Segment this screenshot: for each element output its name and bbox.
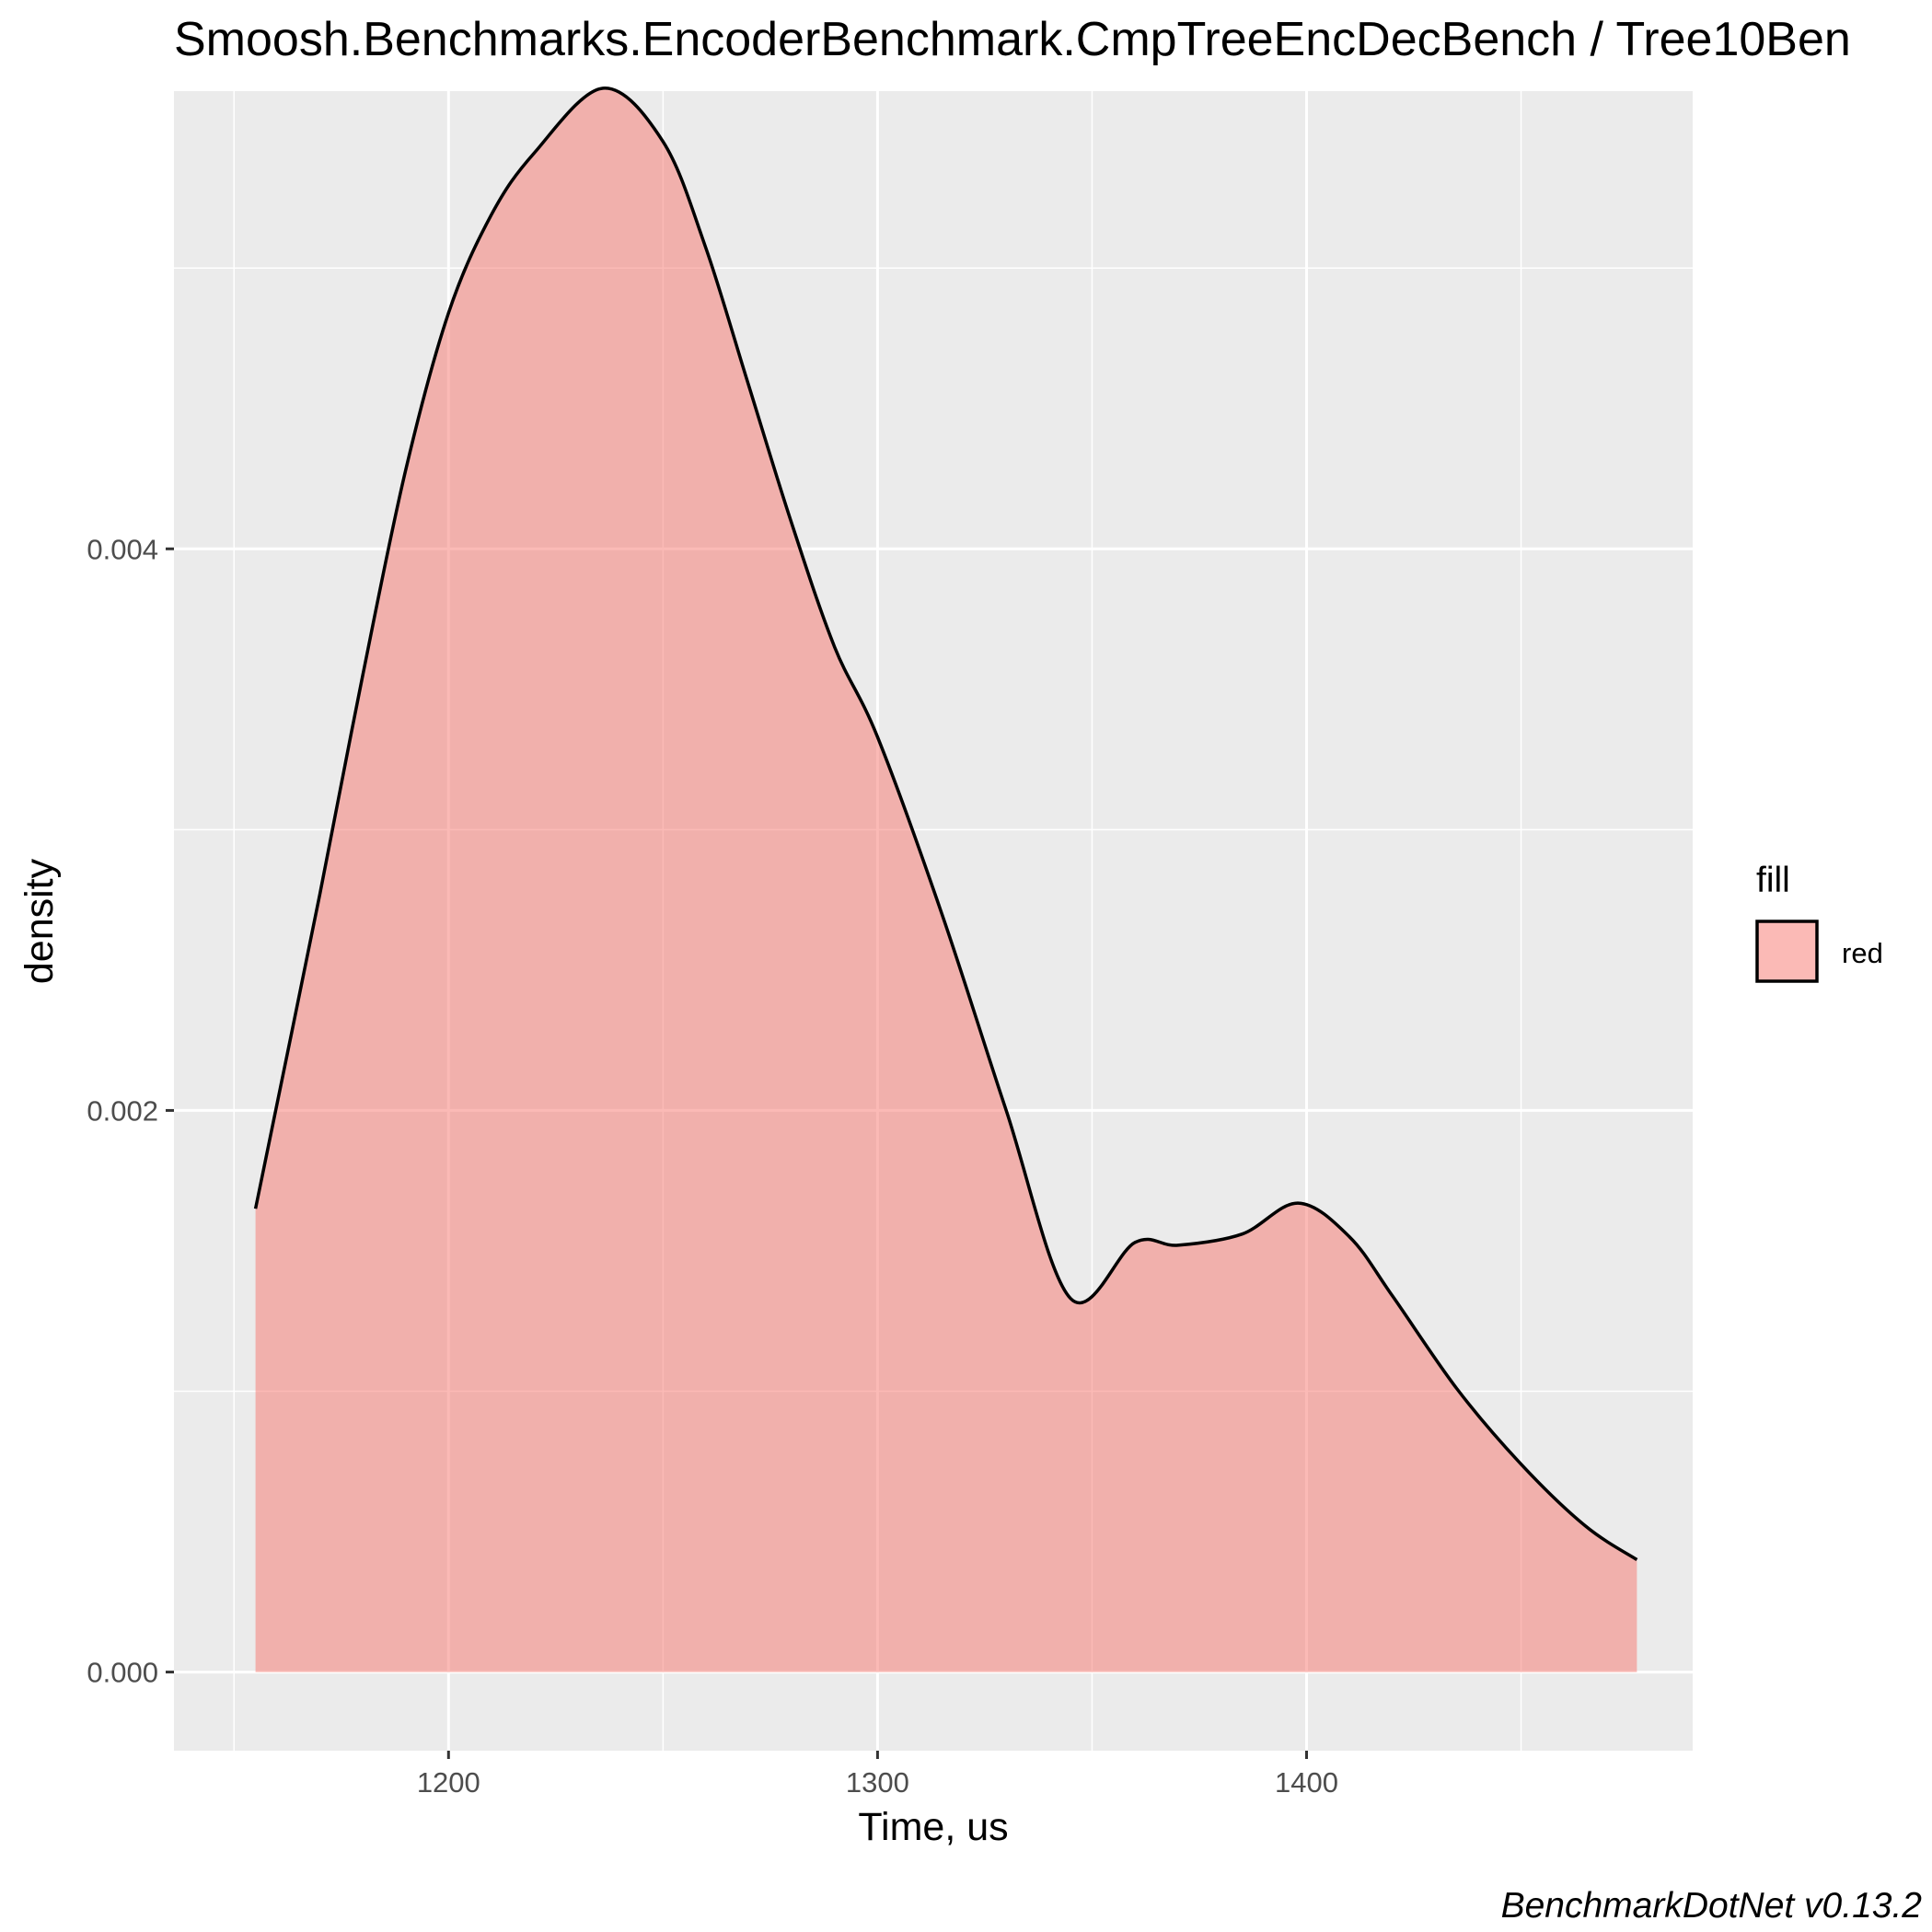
y-axis: 0.000 0.002 0.004 — [87, 533, 174, 1689]
caption: BenchmarkDotNet v0.13.2 — [1501, 1886, 1923, 1926]
x-tick-label: 1400 — [1275, 1766, 1338, 1799]
legend-title: fill — [1756, 861, 1790, 900]
density-line — [253, 87, 1638, 1561]
y-tick-label: 0.000 — [87, 1657, 158, 1689]
legend: fill red — [1755, 861, 1883, 983]
plot-panel — [174, 87, 1693, 1751]
x-axis: 1200 1300 1400 — [417, 1751, 1338, 1799]
y-axis-title: density — [17, 858, 62, 984]
x-axis-title: Time, us — [858, 1805, 1008, 1849]
y-tick-label: 0.004 — [87, 533, 158, 565]
x-tick-label: 1300 — [846, 1766, 909, 1799]
x-tick-label: 1200 — [417, 1766, 480, 1799]
chart-title: Smoosh.Benchmarks.EncoderBenchmark.CmpTr… — [174, 13, 1851, 66]
y-tick-label: 0.002 — [87, 1094, 158, 1127]
legend-key-red — [1755, 920, 1819, 983]
legend-label-red: red — [1842, 937, 1883, 969]
density-area — [255, 87, 1637, 1672]
